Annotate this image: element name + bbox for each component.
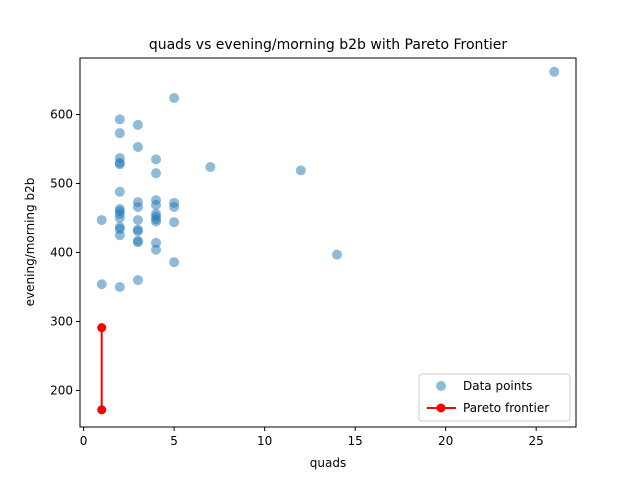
legend-pareto-frontier-label: Pareto frontier [463, 401, 549, 415]
y-tick-label: 200 [50, 383, 73, 397]
x-tick-label: 5 [170, 434, 178, 448]
data-point [114, 159, 125, 170]
legend-data-points-marker [436, 381, 446, 391]
x-axis-label: quads [310, 456, 346, 470]
pareto-frontier-point [97, 323, 107, 333]
y-tick-label: 300 [50, 314, 73, 328]
data-point [114, 128, 125, 139]
data-point [114, 230, 125, 241]
data-point [151, 154, 162, 165]
data-point [114, 186, 125, 197]
data-point [169, 217, 180, 228]
legend: Data points Pareto frontier [418, 373, 571, 422]
data-point [205, 161, 216, 172]
data-point [132, 237, 143, 248]
data-point [169, 257, 180, 268]
data-point [295, 165, 306, 176]
data-point [151, 237, 162, 248]
data-point [151, 216, 162, 227]
legend-box [418, 373, 571, 422]
y-tick-label: 500 [50, 177, 73, 191]
data-point [96, 279, 107, 290]
x-tick-label: 25 [529, 434, 544, 448]
plot-frame [79, 57, 577, 428]
data-point [169, 93, 180, 104]
data-point [332, 249, 343, 260]
y-axis-ticks: 200 300 400 500 600 [50, 108, 80, 397]
data-point [132, 141, 143, 152]
legend-data-points-label: Data points [463, 379, 532, 393]
chart-title: quads vs evening/morning b2b with Pareto… [149, 37, 508, 53]
y-tick-label: 600 [50, 108, 73, 122]
data-point [151, 168, 162, 179]
x-tick-label: 20 [438, 434, 453, 448]
data-point [96, 215, 107, 226]
x-axis-ticks: 0 5 10 15 20 25 [80, 427, 544, 448]
legend-pareto-marker [436, 403, 446, 413]
y-axis-label: evening/morning b2b [23, 178, 37, 307]
data-point [132, 215, 143, 226]
data-point [114, 213, 125, 224]
data-point [151, 244, 162, 255]
data-point [114, 281, 125, 292]
data-point [151, 199, 162, 210]
x-tick-label: 10 [257, 434, 272, 448]
pareto-frontier-point [97, 405, 107, 415]
x-tick-label: 15 [348, 434, 363, 448]
data-points-layer [96, 66, 560, 292]
data-point [169, 201, 180, 212]
data-point [132, 275, 143, 286]
data-point [132, 119, 143, 130]
data-point [549, 66, 560, 77]
data-point [132, 201, 143, 212]
data-point [114, 114, 125, 125]
data-point [132, 226, 143, 237]
y-tick-label: 400 [50, 246, 73, 260]
x-tick-label: 0 [80, 434, 88, 448]
pareto-frontier-layer [97, 323, 107, 415]
